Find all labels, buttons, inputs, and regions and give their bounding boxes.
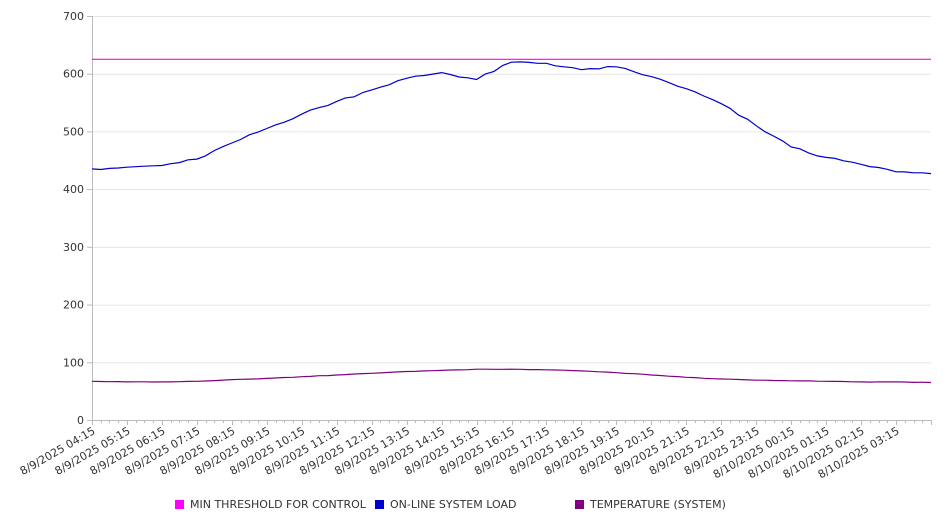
x-axis: 8/9/2025 04:158/9/2025 05:158/9/2025 06:… <box>18 420 932 481</box>
series-lines <box>91 58 932 384</box>
legend-label-threshold: MIN THRESHOLD FOR CONTROL <box>190 498 366 511</box>
legend-label-system-load: ON-LINE SYSTEM LOAD <box>390 498 517 511</box>
legend-item-threshold[interactable]: MIN THRESHOLD FOR CONTROL <box>175 498 366 511</box>
gridlines <box>92 16 931 421</box>
series-line-system-load <box>91 61 932 175</box>
legend-swatch-temperature <box>575 500 584 509</box>
y-tick-label: 300 <box>63 241 84 254</box>
legend-label-temperature: TEMPERATURE (SYSTEM) <box>590 498 726 511</box>
legend-item-temperature[interactable]: TEMPERATURE (SYSTEM) <box>575 498 726 511</box>
y-axis: 0 100 200 300 400 500 600 700 <box>63 10 93 427</box>
y-tick-label: 700 <box>63 10 84 23</box>
y-tick-label: 0 <box>77 414 84 427</box>
y-tick-label: 600 <box>63 68 84 81</box>
legend-swatch-threshold <box>175 500 184 509</box>
y-tick-label: 200 <box>63 299 84 312</box>
y-tick-label: 500 <box>63 125 84 138</box>
legend-swatch-system-load <box>375 500 384 509</box>
y-tick-label: 400 <box>63 183 84 196</box>
y-tick-label: 100 <box>63 356 84 369</box>
series-line-temperature <box>91 368 932 384</box>
legend: MIN THRESHOLD FOR CONTROL ON-LINE SYSTEM… <box>0 498 946 514</box>
legend-item-system-load[interactable]: ON-LINE SYSTEM LOAD <box>375 498 516 511</box>
